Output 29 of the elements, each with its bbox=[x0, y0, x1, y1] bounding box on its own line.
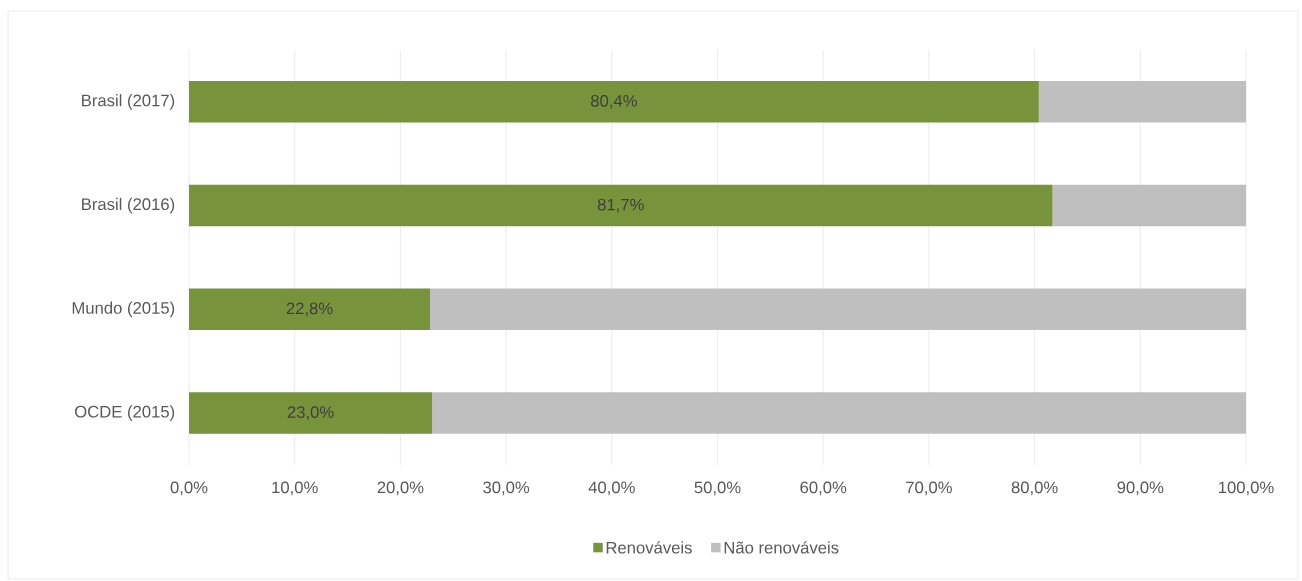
y-tick-label: Mundo (2015) bbox=[72, 301, 175, 318]
x-tick-label: 60,0% bbox=[800, 481, 847, 496]
x-tick-label: 80,0% bbox=[1011, 481, 1058, 496]
x-tick-label: 40,0% bbox=[588, 481, 635, 496]
data-label: 23,0% bbox=[287, 406, 334, 420]
bar bbox=[189, 81, 1039, 123]
bar bbox=[189, 184, 1053, 227]
x-tick-label: 50,0% bbox=[694, 481, 741, 496]
bar bbox=[189, 288, 430, 331]
bar bbox=[432, 392, 1246, 434]
x-tick-label: 0,0% bbox=[170, 481, 208, 496]
data-label: 80,4% bbox=[591, 94, 637, 109]
x-tick-label: 70,0% bbox=[906, 481, 952, 496]
y-tick-label: Brasil (2017) bbox=[82, 94, 175, 110]
data-label: 81,7% bbox=[597, 198, 644, 213]
y-tick-label: OCDE (2015) bbox=[75, 405, 175, 421]
bar bbox=[189, 392, 433, 434]
y-tick-label: Brasil (2016) bbox=[82, 197, 175, 214]
bar bbox=[430, 288, 1246, 331]
x-tick-label: 100,0% bbox=[1219, 481, 1274, 496]
x-tick-label: 90,0% bbox=[1117, 481, 1164, 496]
x-tick-label: 10,0% bbox=[272, 481, 318, 496]
data-label: 22,8% bbox=[286, 302, 333, 317]
legend-label: Renováveis bbox=[606, 541, 692, 554]
bar bbox=[1052, 184, 1246, 227]
bar bbox=[1038, 81, 1246, 123]
x-tick-label: 20,0% bbox=[377, 481, 424, 496]
x-tick-label: 30,0% bbox=[483, 481, 530, 496]
legend-label: Não renováveis bbox=[724, 541, 839, 554]
